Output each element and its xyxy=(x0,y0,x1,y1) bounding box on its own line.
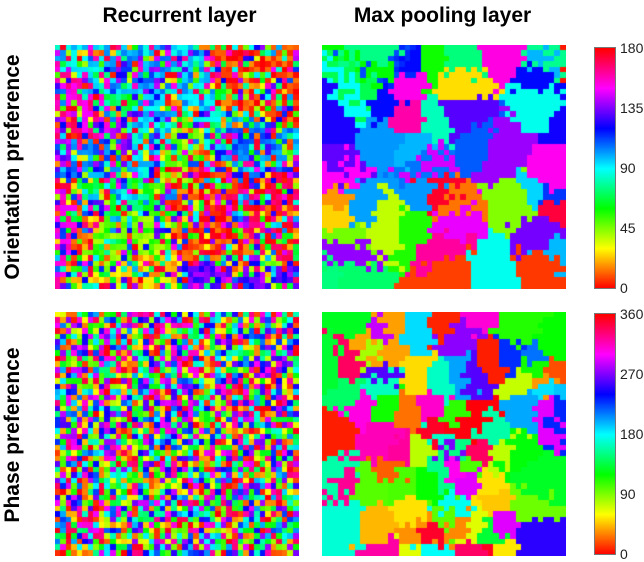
column-title-max-pooling-layer: Max pooling layer xyxy=(353,4,532,27)
colorbar-orientation-tick-90: 90 xyxy=(620,160,636,176)
row-title-phase-preference: Phase preference xyxy=(1,347,24,523)
heatmap-recurrent-orientation xyxy=(55,45,299,289)
colorbar-phase-tick-0: 0 xyxy=(620,546,628,562)
colorbar-orientation-tick-135: 135 xyxy=(620,100,644,116)
colorbar-phase-tick-180: 180 xyxy=(620,426,644,442)
heatmap-recurrent-phase xyxy=(55,312,299,556)
colorbar-orientation-tick-0: 0 xyxy=(620,280,628,296)
heatmap-maxpool-orientation xyxy=(322,45,566,289)
colorbar-phase-tick-90: 90 xyxy=(620,486,636,502)
colorbar-phase-tick-270: 270 xyxy=(620,366,644,382)
colorbar-orientation xyxy=(594,47,616,289)
colorbar-orientation-tick-180: 180 xyxy=(620,40,644,56)
colorbar-phase-tick-360: 360 xyxy=(620,306,644,322)
column-title-recurrent-layer: Recurrent layer xyxy=(102,4,257,27)
colorbar-phase xyxy=(594,313,616,555)
row-title-orientation-preference: Orientation preference xyxy=(1,54,24,280)
colorbar-orientation-tick-45: 45 xyxy=(620,220,636,236)
heatmap-maxpool-phase xyxy=(322,312,566,556)
